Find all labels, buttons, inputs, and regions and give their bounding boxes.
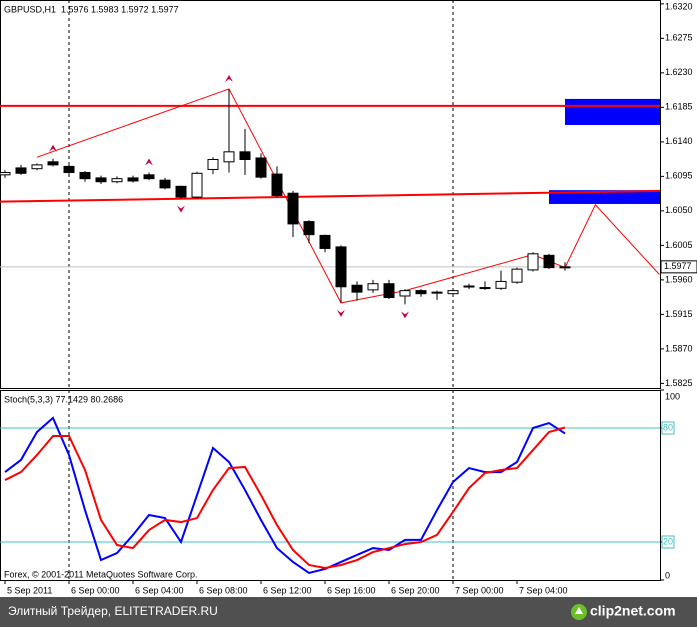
x-tick-label: 6 Sep 00:00 <box>71 585 120 595</box>
x-tick-label: 7 Sep 00:00 <box>455 585 504 595</box>
candle-body <box>559 266 571 269</box>
price-label-box <box>660 260 697 274</box>
candle-body <box>415 290 427 295</box>
fractal-down <box>337 309 345 317</box>
candle-body <box>447 290 459 295</box>
x-tick-label: 6 Sep 08:00 <box>199 585 248 595</box>
x-tick-label: 6 Sep 20:00 <box>391 585 440 595</box>
candle-body <box>303 221 315 236</box>
zone <box>565 98 660 125</box>
candle-body <box>511 268 523 283</box>
y-tick-label: 1.6095 <box>665 171 693 181</box>
candle-body <box>239 151 251 160</box>
fractal-up <box>49 144 57 152</box>
candle-body <box>127 177 139 182</box>
candle-body <box>335 246 347 288</box>
candle-body <box>159 179 171 189</box>
y-tick-box <box>661 535 675 549</box>
candle-body <box>175 185 187 198</box>
zigzag <box>36 88 660 304</box>
y-tick-label: 1.6140 <box>665 136 693 146</box>
candle-body <box>15 167 27 174</box>
y-tick-label: 1.6005 <box>665 240 693 250</box>
x-tick-label: 6 Sep 12:00 <box>263 585 312 595</box>
footer-text: Элитный Трейдер, ELITETRADER.RU <box>8 604 218 618</box>
candle-body <box>351 284 363 293</box>
y-tick-label: 1.6185 <box>665 102 693 112</box>
price-label: 1.5977 <box>664 261 692 271</box>
trend-line <box>0 189 661 203</box>
fractal-down <box>401 311 409 319</box>
candle-body <box>63 165 75 174</box>
candle-body <box>463 285 475 288</box>
y-tick-label: 1.6275 <box>665 33 693 43</box>
logo-arrow <box>575 607 583 614</box>
candle-body <box>399 290 411 297</box>
stoch-line <box>4 426 566 570</box>
candle-body <box>527 253 539 271</box>
candle-body <box>271 173 283 197</box>
candle-body <box>367 283 379 291</box>
candle-body <box>495 280 507 289</box>
candle-body <box>431 291 443 294</box>
y-tick-label: 1.5870 <box>665 343 693 353</box>
y-tick-label: 1.6320 <box>665 1 693 11</box>
copyright: Forex, © 2001-2011 MetaQuotes Software C… <box>4 569 198 579</box>
zone <box>549 190 660 204</box>
candle-body <box>47 161 59 166</box>
y-tick-label: 20 <box>663 536 673 546</box>
candle-body <box>79 172 91 180</box>
candle-body <box>223 151 235 163</box>
candle-body <box>319 234 331 249</box>
candle-body <box>383 283 395 299</box>
x-tick-label: 5 Sep 2011 <box>7 585 52 595</box>
candle-body <box>111 178 123 183</box>
panel-title: GBPUSD,H1 1.5976 1.5983 1.5972 1.5977 <box>4 4 179 14</box>
candle-body <box>0 172 11 176</box>
candle-body <box>479 287 491 290</box>
y-tick-label: 1.5915 <box>665 309 693 319</box>
logo-text: clip2net.com <box>590 603 676 619</box>
y-tick-label: 1.6050 <box>665 205 693 215</box>
candle-body <box>543 254 555 269</box>
x-tick-label: 6 Sep 16:00 <box>327 585 376 595</box>
y-tick-box <box>661 421 675 435</box>
fractal-up <box>145 158 153 166</box>
candle-body <box>287 192 299 225</box>
fractal-down <box>177 205 185 213</box>
x-tick-label: 7 Sep 04:00 <box>519 585 568 595</box>
y-tick-label: 1.5825 <box>665 378 693 388</box>
y-tick-label: 0 <box>665 570 670 580</box>
panel-frame <box>0 0 661 389</box>
panel-title: Stoch(5,3,3) 77.1429 80.2686 <box>4 394 123 404</box>
candle-body <box>143 174 155 180</box>
candle-body <box>207 158 219 170</box>
panel-frame <box>0 390 661 581</box>
candle-body <box>255 157 267 178</box>
y-tick-label: 80 <box>663 422 673 432</box>
candle-body <box>191 172 203 198</box>
candle-body <box>31 164 43 170</box>
candle-body <box>95 177 107 183</box>
stoch-line <box>4 416 566 575</box>
y-tick-label: 1.5960 <box>665 274 693 284</box>
y-tick-label: 100 <box>665 391 680 401</box>
fractal-up <box>225 74 233 82</box>
x-tick-label: 6 Sep 04:00 <box>135 585 184 595</box>
y-tick-label: 1.6230 <box>665 67 693 77</box>
